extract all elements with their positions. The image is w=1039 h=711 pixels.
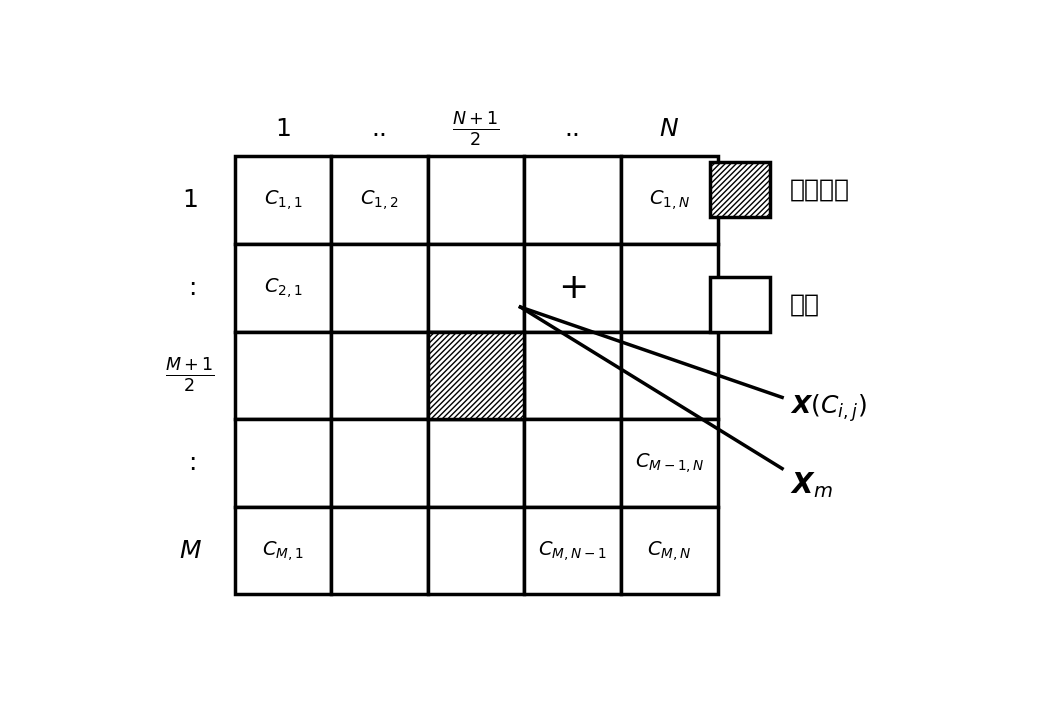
Text: $+$: $+$	[559, 271, 587, 305]
Bar	[621, 419, 718, 507]
Text: $C_{M,N}$: $C_{M,N}$	[647, 539, 692, 562]
Text: ..: ..	[372, 117, 388, 141]
Text: 1: 1	[275, 117, 291, 141]
Bar	[235, 244, 331, 331]
Bar	[235, 507, 331, 594]
Bar	[710, 277, 770, 331]
Text: $C_{1,N}$: $C_{1,N}$	[648, 188, 690, 213]
Bar	[331, 156, 428, 244]
Bar	[428, 244, 525, 331]
Text: $C_{1,2}$: $C_{1,2}$	[361, 188, 399, 213]
Bar	[331, 507, 428, 594]
Bar	[525, 419, 621, 507]
Bar	[331, 419, 428, 507]
Text: $\frac{N+1}{2}$: $\frac{N+1}{2}$	[452, 110, 500, 148]
Bar	[621, 156, 718, 244]
Bar	[710, 162, 770, 217]
Text: 棚格: 棚格	[791, 292, 820, 316]
Text: $\boldsymbol{X}_m$: $\boldsymbol{X}_m$	[791, 470, 833, 500]
Text: $1$: $1$	[183, 188, 198, 213]
Bar	[428, 156, 525, 244]
Bar	[428, 507, 525, 594]
Text: $M$: $M$	[179, 539, 202, 562]
Bar	[428, 419, 525, 507]
Bar	[235, 331, 331, 419]
Text: $C_{M,1}$: $C_{M,1}$	[262, 539, 303, 562]
Bar	[331, 244, 428, 331]
Bar	[525, 244, 621, 331]
Bar	[525, 156, 621, 244]
Bar	[525, 331, 621, 419]
Text: $\boldsymbol{X}$$(C_{i,j})$: $\boldsymbol{X}$$(C_{i,j})$	[791, 392, 867, 424]
Bar	[428, 331, 525, 419]
Text: $C_{M-1,N}$: $C_{M-1,N}$	[635, 451, 704, 475]
Text: $:$: $:$	[184, 276, 196, 300]
Bar	[621, 331, 718, 419]
Bar	[428, 331, 525, 419]
Bar	[235, 156, 331, 244]
Text: $\frac{M+1}{2}$: $\frac{M+1}{2}$	[165, 357, 215, 395]
Text: 中心棚格: 中心棚格	[791, 177, 850, 201]
Bar	[331, 331, 428, 419]
Bar	[621, 507, 718, 594]
Bar	[235, 419, 331, 507]
Text: $C_{1,1}$: $C_{1,1}$	[264, 188, 302, 213]
Text: $:$: $:$	[184, 451, 196, 475]
Bar	[525, 507, 621, 594]
Text: $C_{M,N-1}$: $C_{M,N-1}$	[538, 539, 607, 562]
Bar	[621, 244, 718, 331]
Text: $C_{2,1}$: $C_{2,1}$	[264, 276, 302, 300]
Text: ..: ..	[565, 117, 581, 141]
Text: $N$: $N$	[660, 117, 680, 141]
